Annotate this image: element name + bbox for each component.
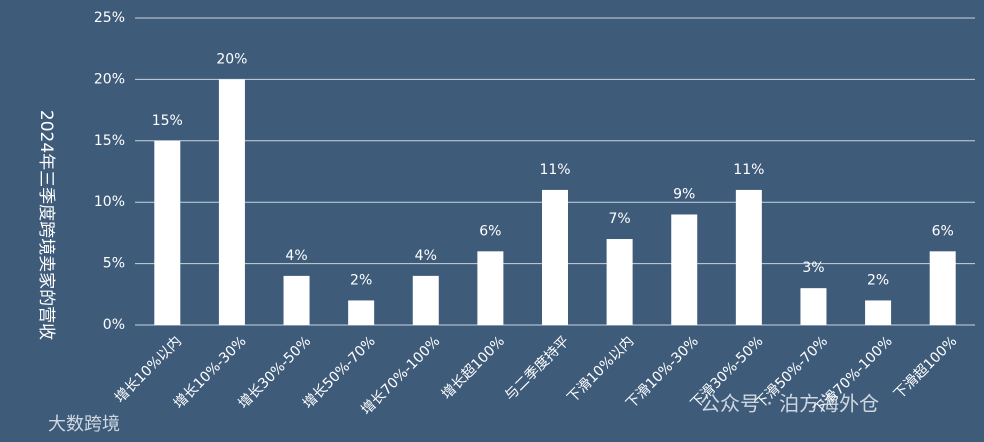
data-label: 11%	[733, 162, 764, 178]
y-tick-label: 0%	[103, 317, 125, 333]
data-label: 7%	[609, 211, 631, 227]
watermark: 公众号 · 泊方海外仓	[700, 392, 879, 416]
data-label: 15%	[152, 113, 183, 129]
data-label: 4%	[415, 248, 437, 264]
y-tick-label: 20%	[94, 71, 125, 87]
bar	[671, 214, 698, 325]
bar	[735, 189, 762, 325]
data-label: 3%	[802, 260, 824, 276]
bar	[218, 79, 245, 326]
y-tick-label: 10%	[94, 194, 125, 210]
bar	[606, 239, 633, 325]
data-label: 2%	[867, 272, 889, 288]
bar	[477, 251, 504, 325]
bar	[542, 189, 568, 325]
bar	[283, 275, 310, 325]
data-label: 6%	[932, 223, 954, 239]
bar	[929, 251, 956, 325]
data-label: 11%	[539, 162, 570, 178]
bar	[348, 300, 375, 325]
y-tick-label: 5%	[103, 256, 125, 272]
watermark: 大数跨境	[48, 414, 120, 435]
bar	[865, 300, 892, 325]
y-axis-label: 2024年三季度跨境卖家的营收	[36, 110, 56, 340]
bar	[800, 288, 827, 325]
data-label: 4%	[285, 248, 307, 264]
data-label: 9%	[673, 186, 695, 202]
data-label: 6%	[479, 223, 501, 239]
bar	[412, 275, 439, 325]
y-tick-label: 15%	[94, 133, 125, 149]
data-label: 2%	[350, 272, 372, 288]
y-tick-label: 25%	[94, 10, 125, 26]
bar	[154, 140, 181, 325]
data-label: 20%	[216, 51, 247, 67]
